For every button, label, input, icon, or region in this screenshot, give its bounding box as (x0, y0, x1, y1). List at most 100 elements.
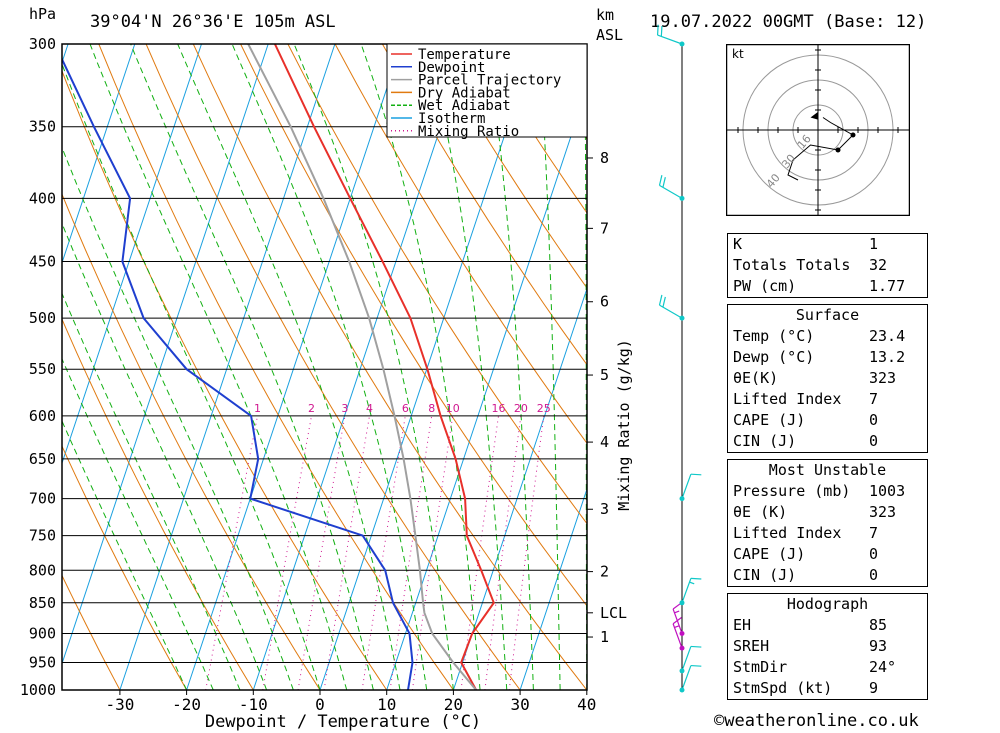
most-unstable-value: 323 (869, 503, 897, 521)
dry-adiabat-line (145, 44, 521, 690)
mixing-ratio-label: 16 (491, 402, 505, 415)
surface-value: 323 (869, 369, 897, 387)
km-tick-label: 7 (600, 219, 609, 237)
indices-value: 1.77 (869, 277, 906, 295)
most-unstable-row: CAPE (J) 0 (728, 544, 927, 565)
indices-value: 1 (869, 235, 879, 253)
indices-value: 32 (869, 256, 888, 274)
datetime-label: 19.07.2022 00GMT (Base: 12) (650, 12, 927, 32)
dry-adiabat-line (476, 44, 587, 214)
km-tick-label: 8 (600, 149, 609, 167)
indices-row: PW (cm) 1.77 (728, 276, 927, 297)
wind-barb (658, 175, 683, 199)
pressure-tick-label: 900 (29, 624, 56, 642)
pressure-tick-label: 700 (29, 490, 56, 508)
pressure-tick-label: 300 (29, 35, 56, 53)
mixing-ratio-label: 3 (341, 402, 348, 415)
km-tick-label: 4 (600, 433, 609, 451)
most-unstable-row: CIN (J) 0 (728, 565, 927, 586)
surface-row: θE(K) 323 (728, 368, 927, 389)
skewt-chart: 3003504004505005506006507007508008509009… (0, 24, 702, 732)
surface-value: 23.4 (869, 327, 906, 345)
most-unstable-table: Most Unstable Pressure (mb) 1003 θE (K) 323… (727, 459, 928, 587)
dry-adiabat-line (62, 574, 121, 690)
hodograph-point (835, 147, 841, 153)
mixing-ratio-label: 2 (308, 402, 315, 415)
hodograph-table: Hodograph EH 85 SREH 93 StmDir 24° StmSpd (kt)… (727, 593, 928, 700)
km-tick-label: 6 (600, 293, 609, 311)
isotherm-line (62, 44, 136, 265)
surface-title: Surface (795, 306, 860, 324)
wet-adiabat-line (62, 62, 321, 690)
wet-adiabat-line (538, 44, 561, 690)
pressure-tick-label: 650 (29, 450, 56, 468)
temp-tick-label: 0 (315, 695, 325, 714)
pressure-tick-label: 850 (29, 594, 56, 612)
wet-adiabat-line (62, 146, 294, 690)
dry-adiabat-line (571, 44, 587, 69)
pressure-tick-label: 750 (29, 527, 56, 545)
wet-adiabat-line (231, 44, 428, 690)
isotherm-line (452, 286, 587, 690)
surface-value: 0 (869, 411, 879, 429)
isotherm-line (386, 86, 587, 690)
km-tick-label: 2 (600, 563, 609, 581)
temp-tick-label: 40 (577, 695, 596, 714)
legend-label: Isotherm (418, 111, 485, 127)
isotherm-line (252, 44, 469, 690)
wind-barb (681, 473, 702, 499)
most-unstable-title: Most Unstable (768, 461, 887, 479)
most-unstable-value: 0 (869, 566, 879, 584)
surface-label: Lifted Index (733, 390, 842, 408)
pressure-tick-label: 950 (29, 653, 56, 671)
most-unstable-value: 7 (869, 524, 879, 542)
hodograph-table-label: StmDir (733, 658, 788, 676)
surface-label: CIN (J) (733, 432, 797, 450)
pressure-tick-label: 550 (29, 360, 56, 378)
location-label: 39°04'N 26°36'E 105m ASL (90, 12, 336, 32)
legend-label: Temperature (418, 47, 511, 63)
most-unstable-label: θE (K) (733, 503, 788, 521)
surface-label: Dewp (°C) (733, 348, 815, 366)
surface-value: 0 (869, 432, 879, 450)
wind-barb (681, 664, 702, 691)
most-unstable-label: Pressure (mb) (733, 482, 851, 500)
most-unstable-row: Lifted Index 7 (728, 523, 927, 544)
surface-row: Temp (°C) 23.4 (728, 326, 927, 347)
most-unstable-row: Pressure (mb) 1003 (728, 481, 927, 502)
km-tick-label: 1 (600, 628, 609, 646)
temp-tick-label: 20 (444, 695, 463, 714)
temp-tick-label: 30 (510, 695, 529, 714)
temp-tick-label: -30 (105, 695, 134, 714)
mixing-ratio-axis-label: Mixing Ratio (g/kg) (615, 339, 633, 511)
hodograph-table-label: EH (733, 616, 752, 634)
hodograph-table-label: SREH (733, 637, 770, 655)
mixing-ratio-line (205, 415, 258, 690)
mixing-ratio-label: 1 (254, 402, 261, 415)
surface-value: 7 (869, 390, 879, 408)
surface-row: Lifted Index 7 (728, 389, 927, 410)
pressure-tick-label: 450 (29, 253, 56, 271)
plot-frame (61, 43, 588, 691)
mixing-ratio-line (389, 415, 433, 690)
mixing-ratio-line (323, 415, 370, 690)
hodograph-table-row: StmSpd (kt) 9 (728, 678, 927, 699)
hodograph-trace (787, 117, 854, 181)
wind-barb (681, 577, 702, 604)
isotherm-line (0, 44, 1, 690)
hodograph-table-value: 93 (869, 637, 888, 655)
surface-row: CIN (J) 0 (728, 431, 927, 452)
most-unstable-label: CAPE (J) (733, 545, 806, 563)
hodograph-table-row: EH 85 (728, 615, 927, 636)
most-unstable-value: 1003 (869, 482, 906, 500)
mixing-ratio-label: 8 (428, 402, 435, 415)
mixing-ratio-line (361, 415, 406, 690)
pressure-tick-label: 600 (29, 407, 56, 425)
legend-label: Dewpoint (418, 60, 485, 76)
hodograph-table-title: Hodograph (786, 595, 869, 613)
surface-row: Dewp (°C) 13.2 (728, 347, 927, 368)
copyright[interactable]: ©weatheronline.co.uk (714, 711, 919, 731)
mixing-ratio-label: 4 (366, 402, 373, 415)
km-unit: km (596, 6, 615, 24)
legend-label: Mixing Ratio (418, 124, 519, 140)
